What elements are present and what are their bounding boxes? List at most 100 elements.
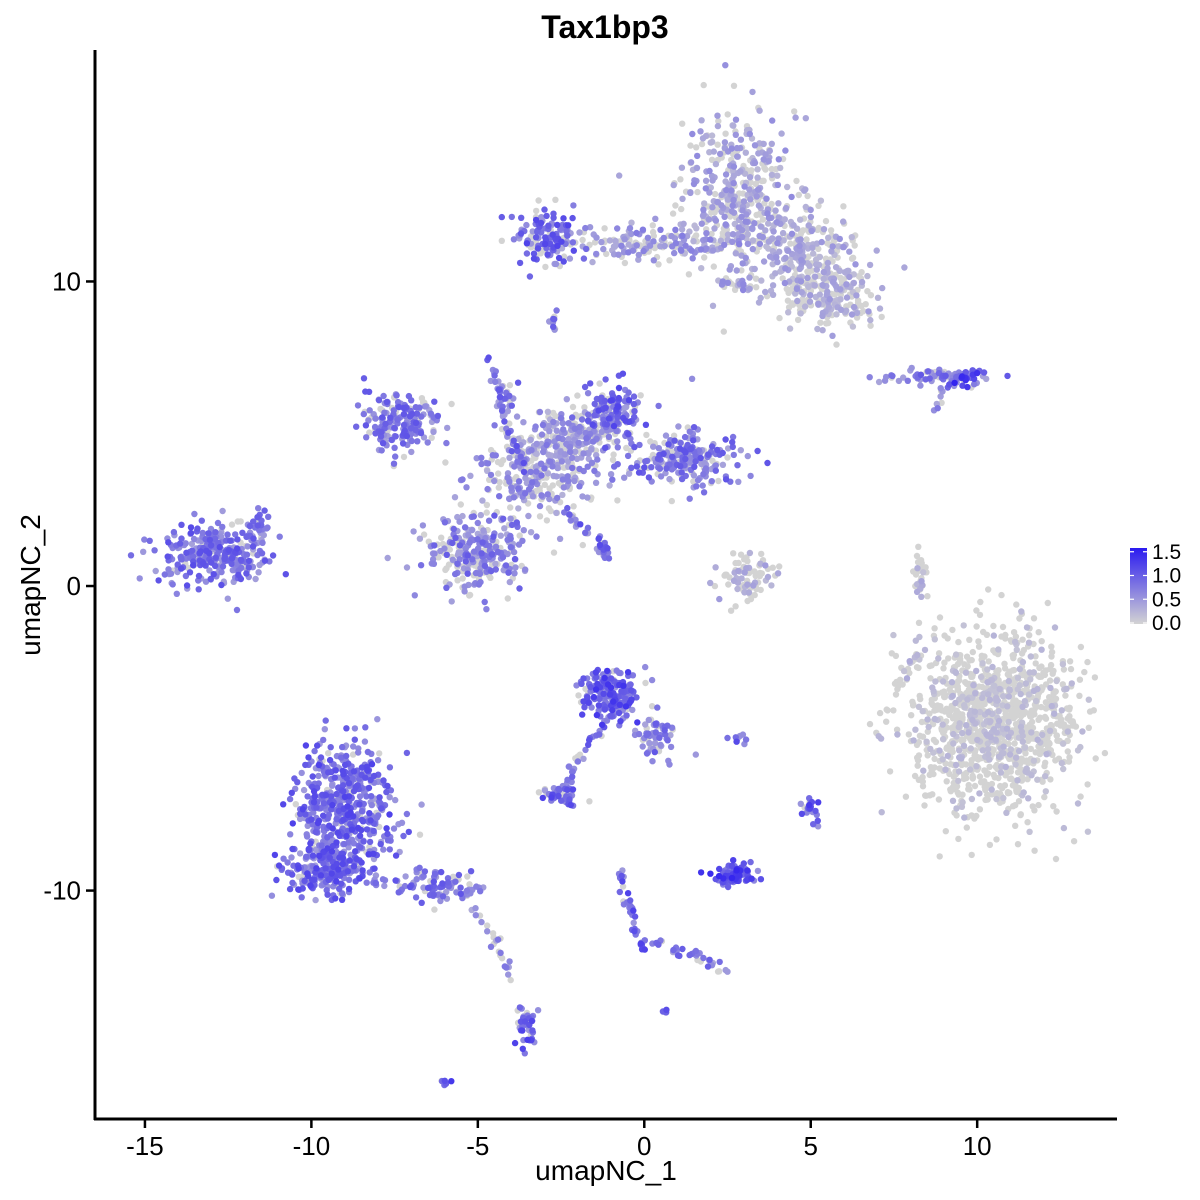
data-point (459, 512, 466, 520)
data-point (985, 691, 992, 698)
data-point (563, 396, 570, 403)
data-point (934, 702, 941, 709)
data-point (1045, 739, 1053, 746)
data-point (508, 484, 515, 491)
data-point (961, 702, 968, 709)
data-point (582, 685, 589, 693)
data-point (1038, 638, 1045, 645)
data-point (418, 395, 426, 402)
data-point (908, 712, 915, 719)
data-point (420, 873, 427, 880)
data-point (457, 501, 464, 508)
data-point (258, 550, 266, 557)
data-point (814, 325, 821, 333)
data-point (1030, 615, 1038, 622)
data-point (687, 159, 695, 166)
data-point (586, 798, 593, 805)
data-point (441, 519, 449, 526)
data-point (809, 244, 816, 251)
data-point (968, 673, 975, 680)
data-point (964, 696, 971, 703)
data-point (533, 440, 540, 448)
data-point (178, 535, 185, 542)
data-point (883, 706, 890, 713)
data-point (678, 247, 685, 254)
data-point (349, 775, 356, 782)
data-point (910, 737, 917, 744)
data-point (722, 571, 729, 578)
data-point (774, 258, 781, 266)
data-point (1002, 631, 1009, 639)
data-point (1011, 706, 1018, 714)
data-point (224, 531, 231, 538)
data-point (567, 448, 574, 456)
data-point (515, 435, 522, 442)
data-point (693, 144, 700, 151)
data-point (403, 564, 411, 571)
data-point (1001, 660, 1008, 667)
data-point (724, 231, 732, 238)
data-point (698, 265, 705, 272)
data-point (963, 824, 970, 831)
data-point (965, 781, 972, 789)
data-point (760, 140, 767, 148)
data-point (259, 539, 266, 546)
data-point (1022, 680, 1030, 687)
data-point (813, 266, 820, 273)
data-point (252, 575, 259, 583)
data-point (560, 426, 567, 433)
data-point (817, 319, 824, 326)
data-point (751, 265, 758, 273)
data-point (799, 227, 807, 234)
data-point (894, 731, 901, 738)
data-point (840, 203, 847, 210)
data-point (998, 763, 1005, 770)
data-point (1048, 702, 1056, 710)
data-point (649, 228, 657, 236)
data-point (773, 254, 780, 261)
data-point (995, 774, 1002, 782)
data-point (931, 755, 938, 763)
data-point (395, 889, 402, 896)
data-point (1062, 692, 1069, 699)
data-point (914, 757, 922, 764)
data-point (1014, 674, 1022, 681)
data-point (702, 177, 710, 184)
data-point (966, 735, 974, 742)
data-point (1050, 667, 1057, 675)
data-point (1060, 666, 1068, 673)
data-point (757, 223, 765, 230)
data-point (706, 189, 713, 196)
data-point (1077, 743, 1084, 751)
data-point (931, 764, 938, 771)
data-point (1005, 677, 1012, 685)
data-point (686, 428, 693, 435)
data-point (968, 812, 975, 819)
data-point (955, 835, 962, 843)
data-point (709, 457, 716, 464)
data-point (579, 236, 586, 244)
data-point (749, 245, 756, 253)
data-point (575, 439, 582, 446)
data-point (1000, 750, 1007, 757)
data-point (412, 894, 420, 901)
data-point (1042, 788, 1050, 795)
data-point (959, 729, 966, 737)
data-point (614, 497, 621, 504)
data-point (938, 689, 946, 696)
data-point (943, 708, 950, 715)
data-point (992, 736, 999, 743)
data-point (802, 203, 809, 211)
data-point (1047, 776, 1054, 783)
data-point (506, 578, 513, 586)
data-point (431, 550, 438, 557)
data-point (481, 562, 489, 570)
data-point (614, 438, 621, 445)
data-point (1003, 809, 1010, 816)
data-point (667, 743, 675, 751)
data-point (729, 202, 736, 209)
data-point (820, 226, 828, 233)
data-point (1023, 757, 1030, 764)
data-point (756, 107, 763, 114)
data-point (1030, 757, 1038, 764)
